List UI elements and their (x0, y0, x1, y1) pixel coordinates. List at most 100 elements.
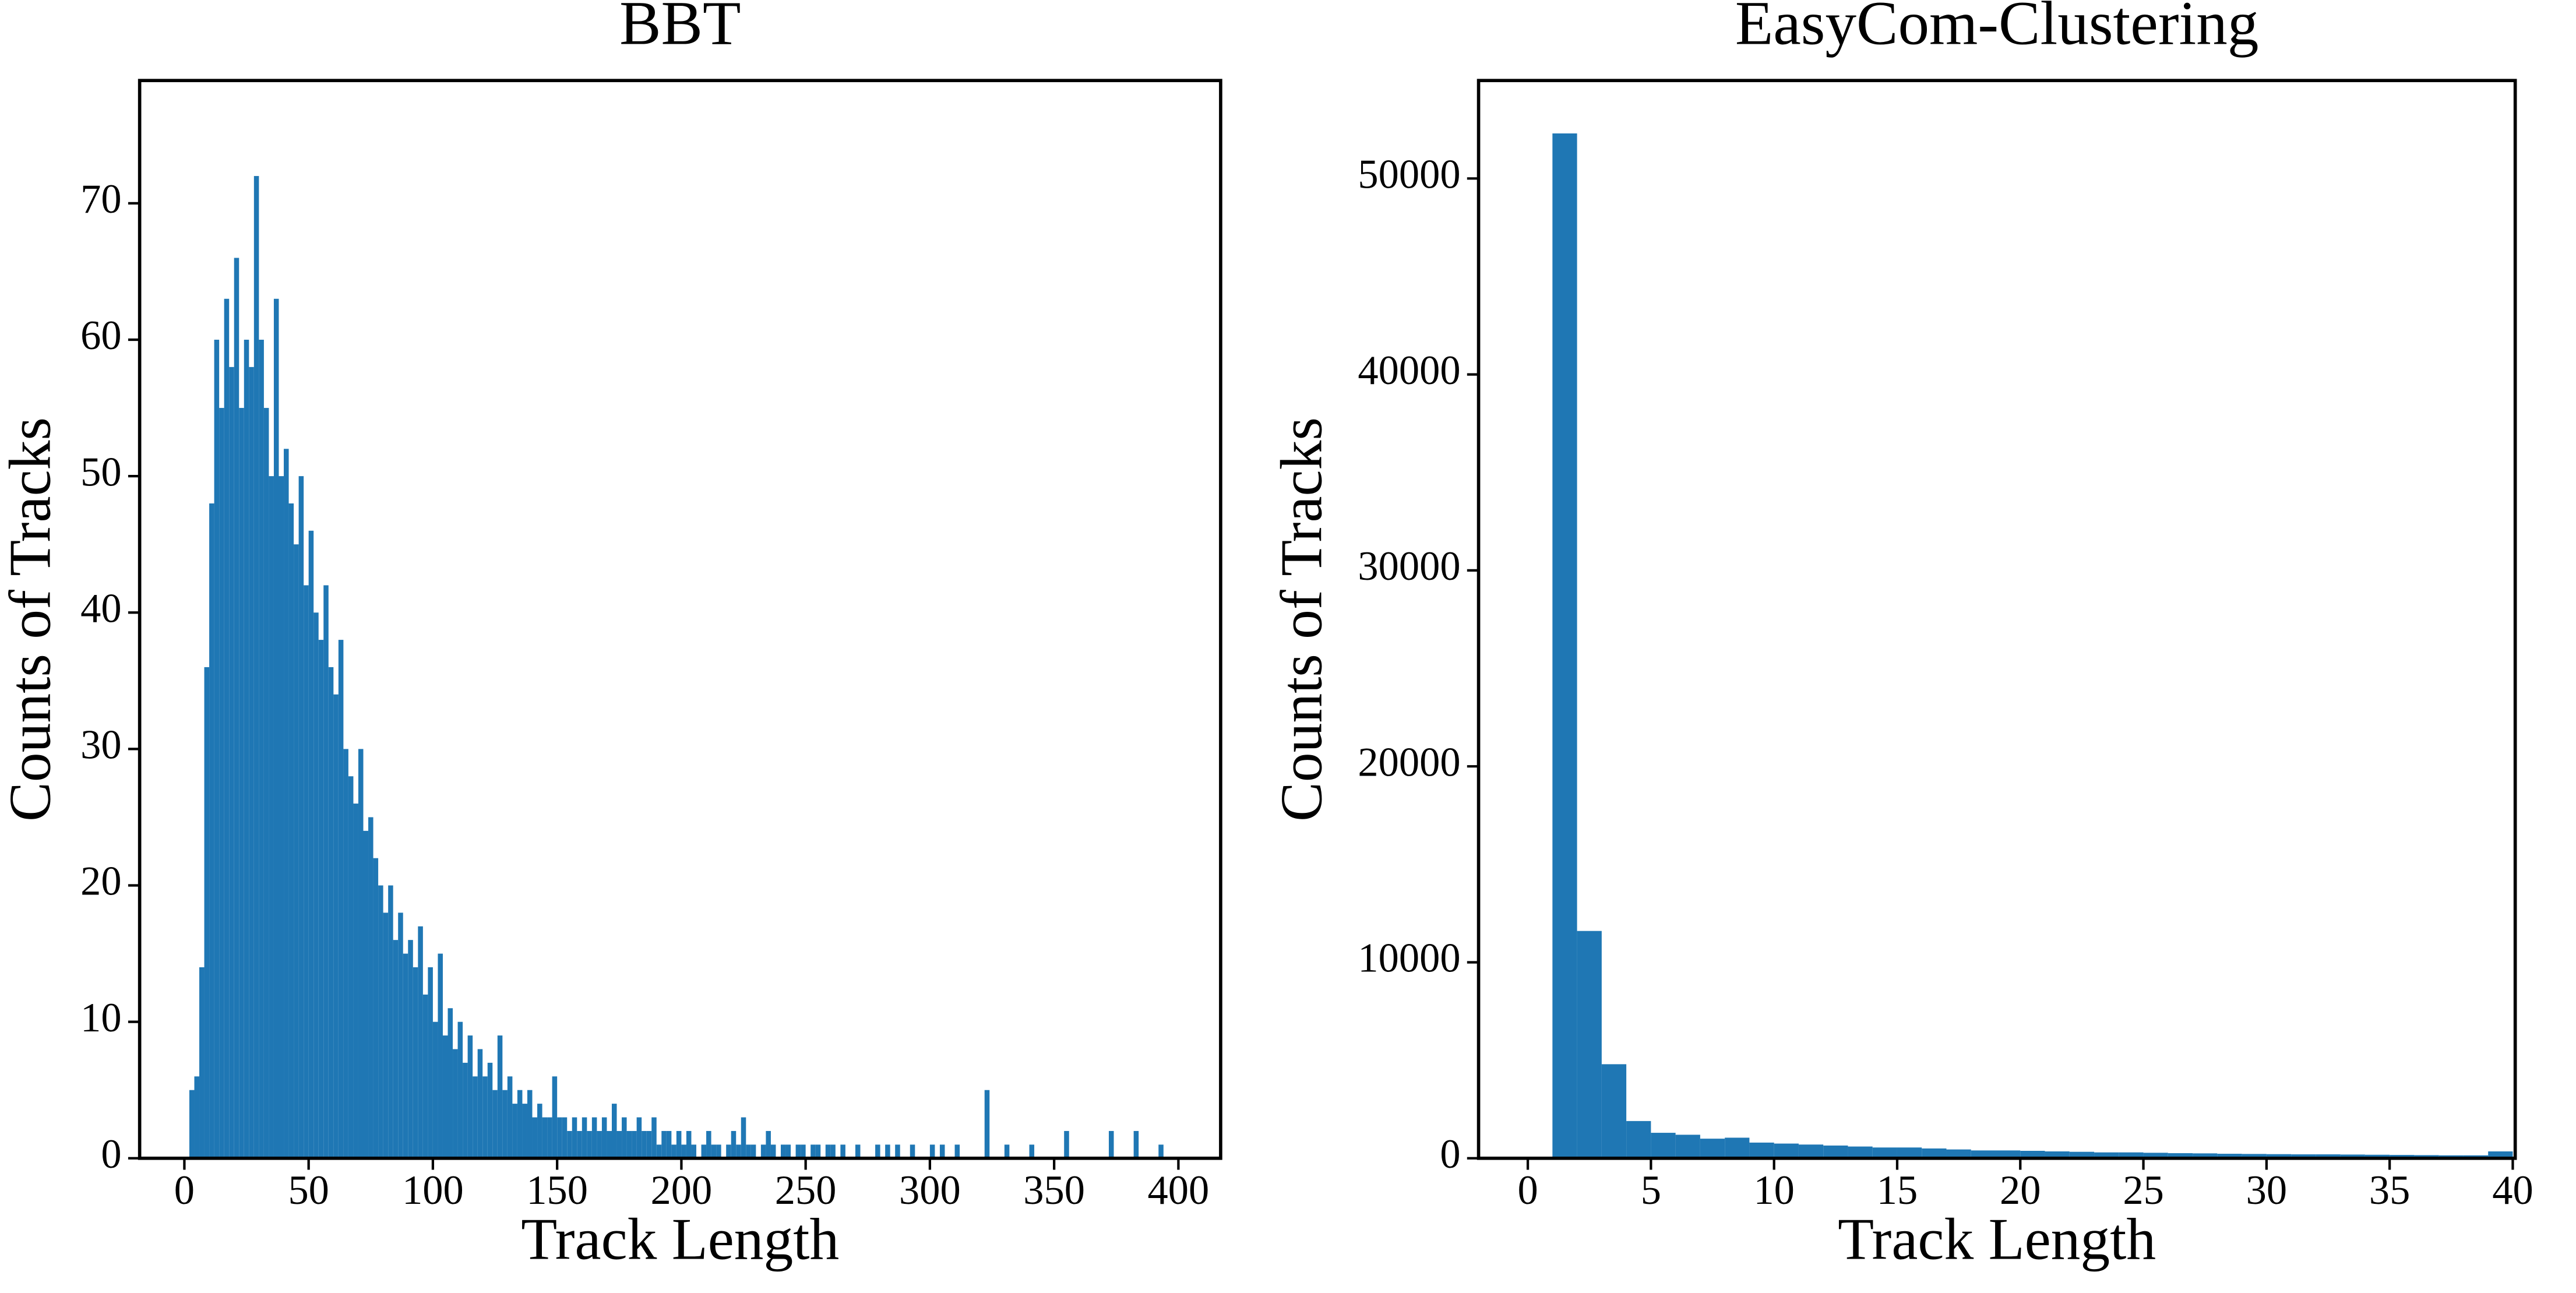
y-tick-label: 0 (1440, 1132, 1460, 1177)
bar (2143, 1153, 2168, 1158)
bar (239, 408, 244, 1158)
bar (1552, 133, 1577, 1158)
bar (373, 858, 379, 1158)
bar (855, 1144, 861, 1158)
bar (984, 1090, 990, 1158)
bar (502, 1090, 508, 1158)
bar (681, 1144, 686, 1158)
bar (795, 1144, 801, 1158)
bar (597, 1130, 602, 1158)
bar (2168, 1153, 2193, 1158)
bar (338, 640, 344, 1158)
bar (438, 953, 443, 1158)
y-tick-label: 30 (80, 723, 121, 768)
bar (840, 1144, 845, 1158)
bar (577, 1130, 582, 1158)
x-tick-label: 300 (899, 1168, 961, 1213)
bar (2242, 1154, 2267, 1158)
bar (611, 1104, 617, 1158)
bar (294, 544, 299, 1158)
bar (711, 1144, 717, 1158)
bar (194, 1076, 200, 1158)
y-tick-label: 70 (80, 177, 121, 222)
x-axis-label: Track Length (1838, 1207, 2156, 1272)
x-tick-label: 20 (2000, 1168, 2041, 1213)
bar (249, 367, 254, 1158)
bar (244, 340, 249, 1158)
bar (616, 1130, 622, 1158)
bar (760, 1144, 766, 1158)
bar (636, 1117, 642, 1158)
bar (895, 1144, 900, 1158)
bar (214, 340, 220, 1158)
bar (910, 1144, 915, 1158)
bar (770, 1144, 776, 1158)
bar (219, 408, 224, 1158)
bar (1064, 1130, 1069, 1158)
bar (2266, 1154, 2292, 1158)
y-tick-label: 50 (80, 449, 121, 495)
bar (875, 1144, 880, 1158)
bar (567, 1130, 572, 1158)
bar (716, 1144, 721, 1158)
bar (656, 1144, 662, 1158)
bar (666, 1130, 672, 1158)
y-tick-label: 20 (80, 859, 121, 904)
bar (1158, 1144, 1164, 1158)
bar (1725, 1137, 1750, 1158)
bar (1872, 1147, 1897, 1158)
bar (467, 1035, 473, 1158)
bar (473, 1076, 478, 1158)
bar (487, 1062, 493, 1158)
bar (333, 694, 339, 1158)
bar (304, 585, 309, 1158)
bar (622, 1117, 627, 1158)
bar (651, 1117, 657, 1158)
bar (552, 1076, 558, 1158)
bar (418, 926, 423, 1158)
x-tick-label: 200 (651, 1168, 713, 1213)
bar (746, 1144, 751, 1158)
bar (368, 817, 373, 1158)
bar (259, 340, 264, 1158)
bar (1108, 1130, 1114, 1158)
x-tick-label: 0 (1517, 1168, 1538, 1213)
bar (2045, 1151, 2070, 1158)
bar (1971, 1150, 1996, 1158)
bar (646, 1130, 652, 1158)
bar (403, 953, 408, 1158)
bar (1848, 1146, 1873, 1158)
bar (288, 503, 294, 1158)
bar (954, 1144, 960, 1158)
bar (432, 1021, 438, 1158)
bar (691, 1144, 697, 1158)
bar (199, 967, 205, 1158)
plot-frame (138, 79, 1222, 1160)
x-tick-label: 150 (526, 1168, 588, 1213)
bar (234, 258, 239, 1158)
bar (497, 1035, 503, 1158)
bar (527, 1090, 533, 1158)
bar (1626, 1121, 1651, 1158)
bar (1996, 1150, 2021, 1158)
bar (308, 530, 314, 1158)
bar (2340, 1154, 2365, 1158)
bar (263, 408, 269, 1158)
bar (512, 1104, 517, 1158)
bar (582, 1117, 587, 1158)
bar (477, 1049, 483, 1158)
bar (810, 1144, 816, 1158)
bar (929, 1144, 935, 1158)
bar (676, 1130, 682, 1158)
x-tick-label: 250 (775, 1168, 837, 1213)
bar (557, 1117, 562, 1158)
bar (189, 1090, 195, 1158)
x-tick-label: 350 (1023, 1168, 1085, 1213)
bar (830, 1144, 836, 1158)
x-tick-label: 35 (2369, 1168, 2410, 1213)
bar (2217, 1154, 2242, 1158)
bar (209, 503, 214, 1158)
bar (2488, 1151, 2513, 1158)
bar (363, 830, 369, 1158)
